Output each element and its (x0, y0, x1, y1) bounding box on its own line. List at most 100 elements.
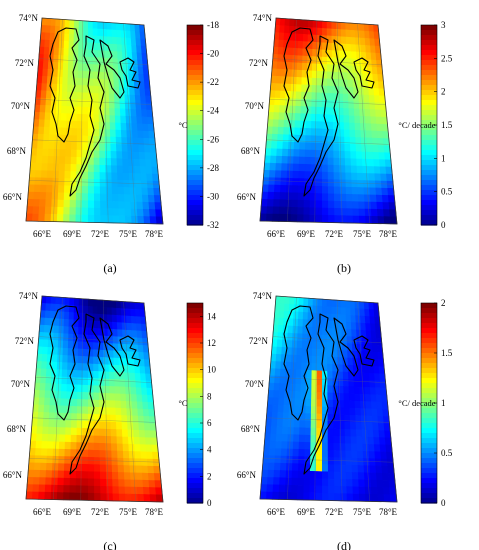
lon-tick-label: 78°E (145, 229, 164, 239)
heatmap-cell (289, 105, 297, 114)
heatmap-cell (298, 434, 306, 443)
heatmap-cell (333, 442, 341, 451)
heatmap-cell (97, 306, 103, 315)
heatmap-cell (295, 369, 302, 378)
heatmap-cell (135, 180, 143, 189)
colorbar-swatch (187, 140, 203, 146)
heatmap-cell (354, 122, 362, 131)
heatmap-cell (327, 64, 333, 73)
heatmap-cell (135, 387, 143, 396)
colorbar-swatch (421, 323, 437, 329)
heatmap-cell (315, 463, 323, 472)
heatmap-cell (309, 485, 317, 494)
heatmap-cell (55, 18, 61, 27)
colorbar-swatch (421, 150, 437, 156)
heatmap-cell (120, 301, 127, 310)
colorbar-swatch (421, 373, 437, 379)
heatmap-cell (115, 129, 122, 138)
colorbar-tick-label: -28 (207, 163, 219, 173)
heatmap-cell (131, 493, 139, 502)
heatmap-cell (102, 328, 109, 337)
meridian-line (287, 297, 297, 500)
heatmap-cell (38, 119, 46, 128)
colorbar-swatch (187, 210, 203, 216)
heatmap-cell (121, 422, 129, 431)
heatmap-cell (62, 340, 69, 349)
lon-tick-label: 69°E (63, 507, 82, 517)
heatmap-cell (357, 457, 365, 466)
heatmap-cell (93, 121, 100, 130)
heatmap-cell (277, 54, 284, 63)
heatmap-cell (124, 87, 131, 96)
heatmap-cell (321, 442, 329, 451)
heatmap-cell (326, 28, 333, 37)
heatmap-cell (316, 449, 323, 458)
heatmap-cell (267, 397, 274, 406)
heatmap-cell (360, 415, 368, 424)
heatmap-cell (50, 25, 56, 34)
heatmap-cell (61, 98, 68, 107)
heatmap-cell (273, 184, 282, 193)
heatmap-cell (52, 170, 60, 179)
heatmap-cell (290, 91, 297, 100)
heatmap-cell (87, 456, 95, 465)
heatmap-cell (369, 180, 377, 189)
heatmap-cell (334, 493, 342, 502)
heatmap-cell (337, 107, 345, 116)
heatmap-cell (40, 455, 48, 464)
heatmap-cell (365, 408, 373, 417)
heatmap-cell (64, 171, 72, 180)
heatmap-cell (298, 449, 306, 458)
heatmap-cell (88, 20, 94, 29)
heatmap-cell (273, 477, 281, 486)
heatmap-cell (114, 101, 121, 110)
heatmap-cell (334, 200, 341, 209)
lon-tick-label: 69°E (297, 507, 316, 517)
heatmap-cell (286, 448, 294, 457)
heatmap-cell (267, 191, 275, 200)
heatmap-cell (290, 369, 297, 378)
heatmap-cell (302, 34, 309, 43)
heatmap-cell (343, 108, 350, 117)
heatmap-cell (52, 448, 60, 457)
heatmap-cell (291, 199, 299, 208)
heatmap-cell (136, 116, 143, 125)
colorbar-swatch (187, 433, 203, 439)
heatmap-cell (39, 184, 48, 193)
colorbar-swatch (187, 403, 203, 409)
coastline (283, 27, 375, 197)
heatmap-cell (295, 105, 302, 114)
heatmap-cell (296, 355, 303, 364)
heatmap-cell (263, 440, 271, 449)
heatmap-cell (333, 179, 341, 188)
heatmap-cell (296, 77, 303, 86)
heatmap-cell (136, 123, 144, 132)
heatmap-cell (125, 23, 131, 32)
heatmap-cell (339, 457, 347, 466)
colorbar-swatch (421, 100, 437, 106)
heatmap-cell (116, 422, 123, 431)
heatmap-cell (116, 165, 124, 174)
heatmap-cell (267, 111, 275, 121)
heatmap-cell (349, 300, 356, 309)
heatmap-cell (278, 484, 286, 493)
heatmap-cell (141, 387, 148, 396)
heatmap-cell (26, 198, 35, 207)
graticule (29, 19, 160, 224)
heatmap-cell (285, 354, 293, 363)
heatmap-cell (334, 215, 342, 224)
heatmap-cell (276, 426, 284, 435)
heatmap-cell (138, 422, 146, 431)
heatmap-cell (56, 98, 63, 107)
heatmap-cell (352, 493, 360, 502)
heatmap-cell (77, 121, 84, 130)
heatmap-cell (121, 322, 128, 331)
heatmap-cell (279, 375, 286, 385)
heatmap-cell (103, 93, 110, 102)
heatmap-cell (365, 45, 372, 54)
heatmap-cell (141, 472, 150, 481)
heatmap-cell (51, 192, 59, 201)
heatmap-cell (116, 37, 123, 46)
colorbar-tick-label: 2 (207, 471, 212, 481)
heatmap-cell (71, 135, 78, 144)
